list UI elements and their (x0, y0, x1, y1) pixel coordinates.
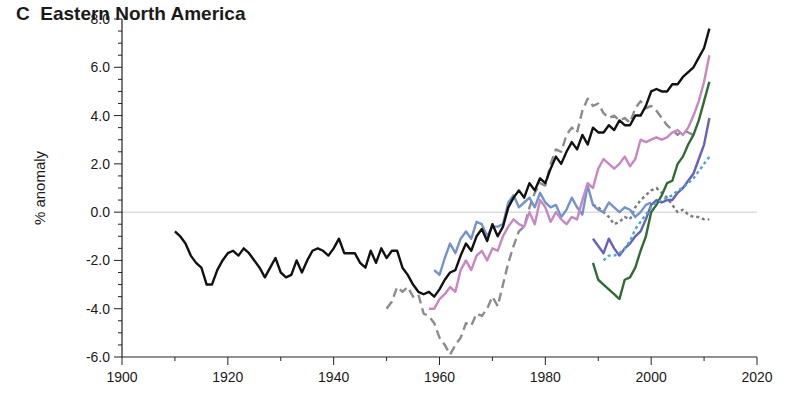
y-minor-tick (118, 248, 122, 249)
y-minor-tick (118, 284, 122, 285)
x-minor-tick (386, 357, 387, 361)
y-tick (114, 308, 122, 309)
x-minor-tick (492, 357, 493, 361)
y-minor-tick (118, 188, 122, 189)
x-tick (122, 357, 123, 365)
y-axis-label: % anomaly (31, 150, 48, 225)
x-tick-label: 1960 (424, 369, 455, 385)
y-minor-tick (118, 320, 122, 321)
y-minor-tick (118, 79, 122, 80)
y-tick (114, 163, 122, 164)
x-tick (651, 357, 652, 365)
y-minor-tick (118, 127, 122, 128)
x-tick (757, 357, 758, 365)
x-tick (333, 357, 334, 365)
y-minor-tick (118, 151, 122, 152)
x-minor-tick (598, 357, 599, 361)
x-minor-tick (174, 357, 175, 361)
x-tick-label: 1900 (106, 369, 137, 385)
x-tick-label: 2000 (636, 369, 667, 385)
y-minor-tick (118, 296, 122, 297)
y-tick-label: 6.0 (91, 59, 111, 75)
y-tick (114, 212, 122, 213)
x-tick-label: 2020 (741, 369, 772, 385)
y-tick-label: -6.0 (86, 349, 110, 365)
y-tick (114, 115, 122, 116)
x-minor-tick (280, 357, 281, 361)
y-tick-label: 8.0 (91, 11, 111, 27)
y-minor-tick (118, 91, 122, 92)
x-tick (545, 357, 546, 365)
y-minor-tick (118, 344, 122, 345)
y-tick (114, 67, 122, 68)
zero-line (122, 212, 757, 213)
series-line (593, 82, 709, 299)
y-tick (114, 19, 122, 20)
series-line (175, 29, 709, 297)
y-tick-label: -4.0 (86, 301, 110, 317)
y-minor-tick (118, 200, 122, 201)
x-tick-label: 1980 (530, 369, 561, 385)
y-minor-tick (118, 103, 122, 104)
title: C Eastern North America (16, 3, 246, 24)
x-minor-tick (704, 357, 705, 361)
y-tick-label: 4.0 (91, 108, 111, 124)
y-minor-tick (118, 139, 122, 140)
y-minor-tick (118, 175, 122, 176)
y-minor-tick (118, 55, 122, 56)
y-minor-tick (118, 272, 122, 273)
x-tick (227, 357, 228, 365)
y-tick-label: 0.0 (91, 204, 111, 220)
x-tick-label: 1920 (212, 369, 243, 385)
x-tick-label: 1940 (318, 369, 349, 385)
y-tick-label: 2.0 (91, 156, 111, 172)
y-minor-tick (118, 43, 122, 44)
y-minor-tick (118, 332, 122, 333)
y-minor-tick (118, 31, 122, 32)
series-line (604, 157, 710, 261)
plot-area (175, 29, 709, 355)
y-tick-label: -2.0 (86, 252, 110, 268)
y-minor-tick (118, 236, 122, 237)
y-minor-tick (118, 224, 122, 225)
y-tick (114, 260, 122, 261)
series-line (429, 55, 709, 309)
chart: C Eastern North America % anomaly -6.0 -4.0… (0, 0, 800, 404)
x-tick (439, 357, 440, 365)
y-tick (114, 357, 122, 358)
